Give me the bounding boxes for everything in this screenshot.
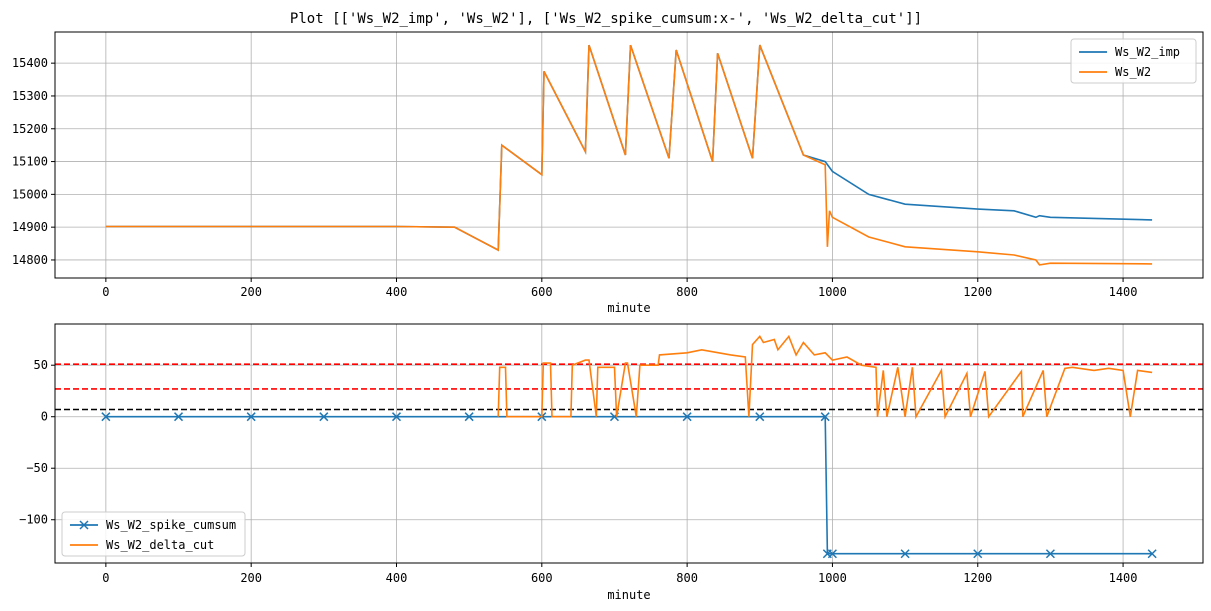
data-marker-x	[755, 412, 765, 422]
data-marker-x	[101, 412, 111, 422]
y-tick-label: 15400	[12, 56, 48, 70]
x-tick-label: 1000	[818, 285, 847, 299]
x-tick-label: 1200	[963, 285, 992, 299]
data-marker-x	[1045, 549, 1055, 559]
y-tick-label: −100	[19, 513, 48, 527]
y-tick-label: 15200	[12, 122, 48, 136]
x-tick-label: 1400	[1109, 285, 1138, 299]
data-marker-x	[900, 549, 910, 559]
x-tick-label: 0	[102, 571, 109, 585]
y-tick-label: 0	[41, 410, 48, 424]
axes-frame	[54, 323, 1204, 564]
series-line-Ws_W2_delta_cut	[497, 334, 1153, 420]
data-marker-x	[820, 412, 830, 422]
x-tick-label: 600	[531, 285, 553, 299]
bottom-axes: 0 200 400 600 800 1000 1200 1400 −100 −50 0 50 minut…	[19, 323, 1204, 602]
data-marker-x	[973, 549, 983, 559]
legend-label: Ws_W2_delta_cut	[106, 538, 214, 552]
x-tick-label: 1400	[1109, 571, 1138, 585]
y-tick-label: 50	[34, 358, 48, 372]
x-tick-label: 1000	[818, 571, 847, 585]
y-tick-label: −50	[26, 461, 48, 475]
x-tick-label: 800	[676, 571, 698, 585]
y-tick-label: 15100	[12, 155, 48, 169]
legend-marker	[79, 520, 89, 530]
x-axis-label: minute	[607, 301, 650, 315]
data-marker-x	[682, 412, 692, 422]
y-tick-label: 15300	[12, 89, 48, 103]
legend-box	[61, 511, 246, 557]
data-marker-x	[319, 412, 329, 422]
legend-label: Ws_W2_imp	[1115, 45, 1180, 59]
data-marker-x	[827, 549, 837, 559]
x-tick-label: 400	[386, 571, 408, 585]
data-marker-x	[1147, 549, 1157, 559]
legend-label: Ws_W2_spike_cumsum	[106, 518, 236, 532]
y-tick-label: 14800	[12, 253, 48, 267]
x-tick-label: 200	[240, 571, 262, 585]
x-tick-label: 0	[102, 285, 109, 299]
data-marker-x	[391, 412, 402, 422]
series-line-Ws_W2	[105, 44, 1153, 266]
figure-title: Plot [['Ws_W2_imp', 'Ws_W2'], ['Ws_W2_sp…	[290, 11, 922, 27]
y-tick-label: 14900	[12, 220, 48, 234]
data-marker-x	[246, 412, 256, 422]
data-marker-x	[173, 412, 184, 422]
y-tick-label: 15000	[12, 187, 48, 201]
x-tick-label: 200	[240, 285, 262, 299]
legend-label: Ws_W2	[1115, 65, 1151, 79]
x-tick-label: 600	[531, 571, 553, 585]
top-axes: 0 200 400 600 800 1000 1200 1400 14800 14900 15000…	[12, 31, 1204, 315]
data-marker-x	[464, 412, 474, 422]
axes-frame	[54, 31, 1204, 279]
x-tick-label: 400	[386, 285, 408, 299]
x-axis-label: minute	[607, 588, 650, 602]
x-tick-label: 1200	[963, 571, 992, 585]
x-tick-label: 800	[676, 285, 698, 299]
